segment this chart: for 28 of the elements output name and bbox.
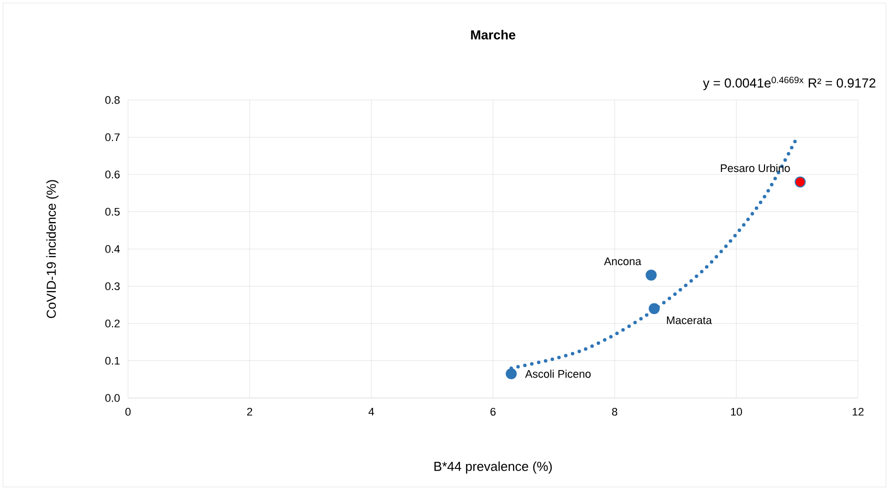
point <box>646 270 657 281</box>
text: y = 0.0041e$^{0.4669x}$ R² = 0.9172 <box>702 76 876 90</box>
y-tick-label: 0.5 <box>105 208 120 216</box>
annotation: Pesaro Urbino <box>720 164 790 172</box>
y-tick-label: 0.8 <box>105 96 120 104</box>
point <box>794 176 806 188</box>
x-tick-label: 8 <box>612 408 618 416</box>
y-tick-label: 0.6 <box>105 170 120 178</box>
annotation: Ancona <box>604 258 642 266</box>
chart-title: Marche <box>471 30 516 40</box>
x-tick-label: 0 <box>125 408 131 416</box>
y-tick-label: 0.3 <box>105 282 120 290</box>
y-tick-label: 0.2 <box>105 320 120 328</box>
y-tick-label: 0.1 <box>105 356 120 365</box>
y-tick-label: 0.4 <box>105 245 120 253</box>
y-axis-title: CoVID-19 incidence (%) <box>46 180 58 318</box>
x-tick-label: 6 <box>490 408 496 416</box>
x-tick-label: 12 <box>852 408 864 416</box>
x-tick-label: 2 <box>247 408 252 416</box>
x-tick-label: 4 <box>368 408 374 416</box>
x-tick-label: 10 <box>731 408 742 416</box>
y-tick-label: 0.0 <box>105 394 120 402</box>
annotation: Macerata <box>666 316 712 324</box>
x-axis-title: B*44 prevalence (%) <box>434 461 552 474</box>
point <box>506 368 517 380</box>
point <box>648 303 660 314</box>
annotation: Ascoli Piceno <box>525 370 591 378</box>
y-tick-label: 0.7 <box>105 133 120 142</box>
